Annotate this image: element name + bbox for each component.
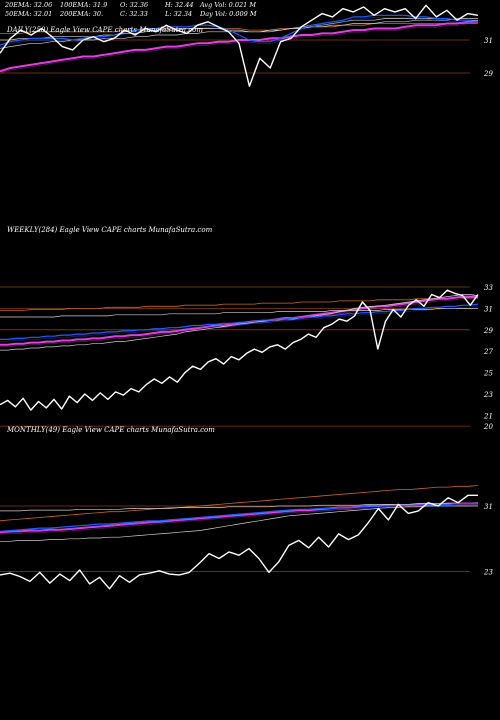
daily-ema-short-line	[0, 14, 479, 46]
weekly-ytick-label: 21	[483, 412, 493, 420]
stat-day-vol: Day Vol: 0.009 M	[200, 10, 257, 18]
stat-100ema: 100EMA: 31.9	[60, 1, 108, 9]
daily-price-line	[0, 4, 479, 87]
stat-avg-vol: Avg Vol: 0.021 M	[200, 1, 257, 9]
monthly-ema-mid-line-2	[0, 505, 478, 542]
daily-ema-long-line-shadow	[0, 23, 478, 74]
weekly-ema-mid-line	[0, 308, 478, 318]
daily-ytick-label: 31	[484, 37, 493, 45]
weekly-ytick-label: 25	[483, 370, 493, 378]
daily-ema-orange-line	[0, 23, 478, 34]
daily-ema-mid-line	[0, 18, 478, 41]
monthly-ema-orange-line	[0, 485, 479, 522]
monthly-ema-short-line	[0, 502, 478, 532]
stat-low: L: 32.34	[165, 10, 193, 18]
weekly-ema-short-line	[0, 303, 479, 340]
weekly-panel-title: WEEKLY(284) Eagle View CAPE charts Munaf…	[7, 226, 213, 234]
daily-ytick-label: 29	[483, 70, 493, 78]
monthly-ema-short-line-shadow	[0, 505, 478, 534]
weekly-ema-orange-line	[0, 297, 478, 311]
stat-200ema: 200EMA: 30.	[60, 10, 104, 18]
monthly-ytick-label: 23	[483, 569, 493, 577]
stat-high: H: 32.44	[165, 1, 194, 9]
weekly-ytick-label: 20	[483, 423, 493, 431]
stat-50ema: 50EMA: 32.01	[5, 10, 53, 18]
weekly-ema-long-line-shadow	[0, 298, 478, 348]
monthly-ema-long-line	[0, 502, 478, 534]
weekly-ytick-label: 23	[483, 391, 493, 399]
stat-open: O: 32.36	[120, 1, 149, 9]
monthly-price-line	[0, 494, 478, 590]
daily-ema-long-line	[0, 20, 478, 73]
weekly-ema-short-line-shadow	[0, 305, 479, 342]
weekly-ytick-label: 27	[483, 348, 493, 356]
weekly-ytick-label: 29	[483, 327, 493, 335]
daily-panel-title: DAILY(250) Eagle View CAPE charts Munafa…	[7, 26, 203, 34]
daily-ema-mid-line-2	[0, 18, 478, 49]
daily-ema-short-line-shadow	[0, 17, 479, 48]
weekly-ema-long-line	[0, 295, 478, 346]
stat-close: C: 32.33	[120, 10, 148, 18]
weekly-ytick-label: 33	[484, 284, 493, 292]
weekly-ytick-label: 31	[484, 305, 493, 313]
monthly-panel-title: MONTHLY(49) Eagle View CAPE charts Munaf…	[7, 426, 215, 434]
monthly-ytick-label: 31	[484, 503, 493, 511]
stat-20ema: 20EMA: 32.06	[5, 1, 53, 9]
weekly-price-line	[0, 289, 479, 411]
